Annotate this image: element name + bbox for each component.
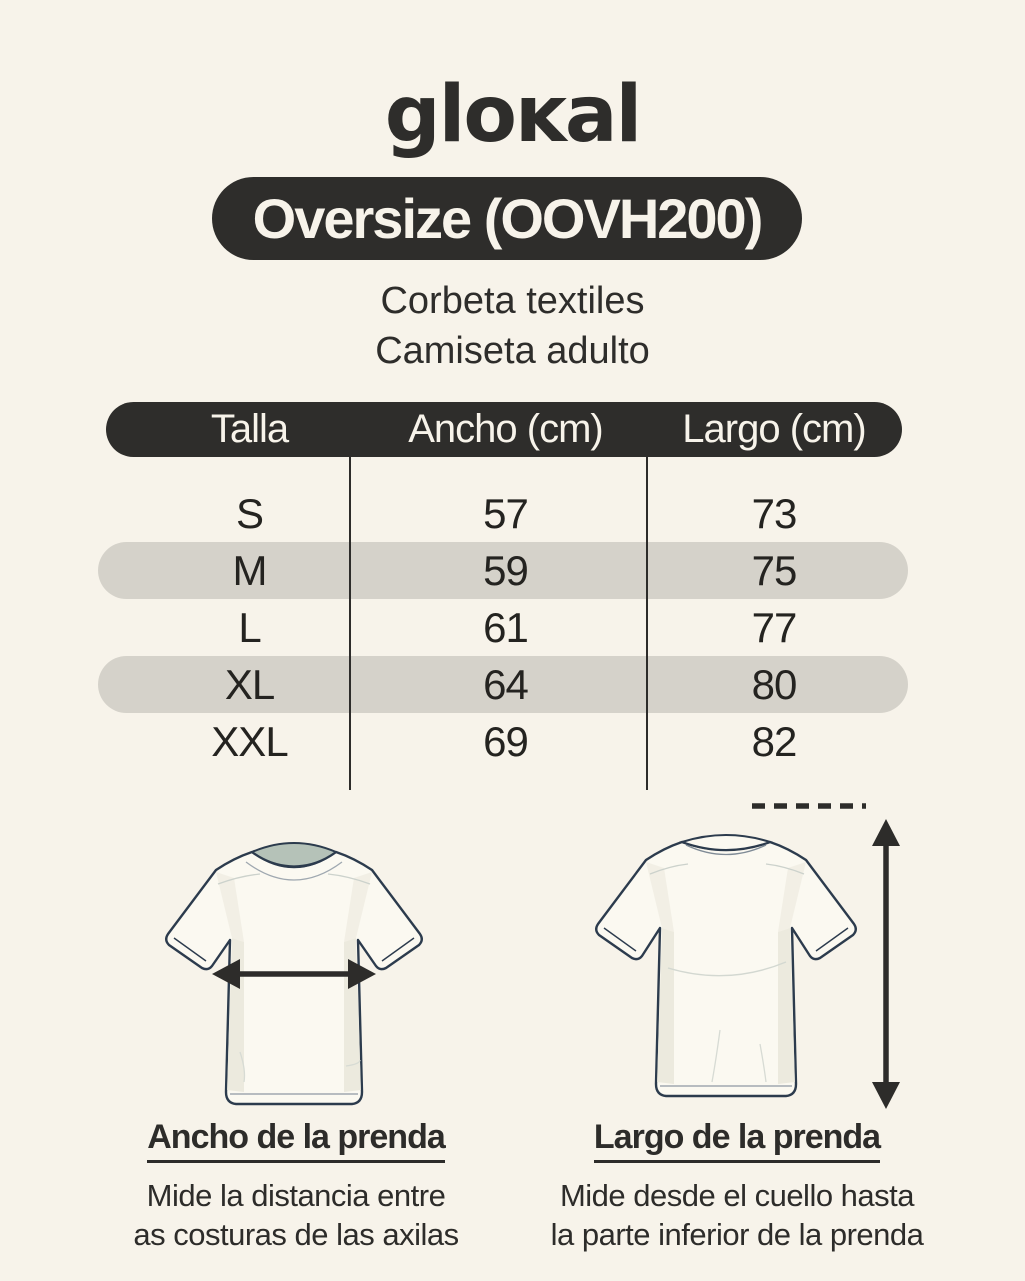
size-value: S xyxy=(235,489,264,537)
product-subtitle: Corbeta textiles Camiseta adulto xyxy=(0,276,1025,376)
size-table-header: Talla Ancho (cm) Largo (cm) xyxy=(106,402,902,457)
column-divider xyxy=(349,457,351,790)
length-value: 80 xyxy=(751,660,798,708)
product-badge: Oversize (OOVH200) xyxy=(212,177,802,260)
length-guide-text-line1: Mide desde el cuello hasta xyxy=(559,1178,915,1213)
size-value: L xyxy=(238,603,261,651)
size-table-body: S 57 73 M 59 75 L 61 77 XL 64 80 XXL 69 xyxy=(98,485,908,770)
table-row-xxl: XXL 69 82 xyxy=(106,713,902,770)
length-value: 77 xyxy=(751,603,798,651)
width-arrow-icon xyxy=(212,959,376,989)
length-value: 82 xyxy=(751,717,798,765)
tshirt-back-icon xyxy=(595,834,857,1098)
table-row-m: M 59 75 xyxy=(98,542,908,599)
column-header-ancho: Ancho (cm) xyxy=(408,407,604,451)
table-row-s: S 57 73 xyxy=(106,485,902,542)
size-value: XL xyxy=(224,660,275,708)
subtitle-line-2: Camiseta adulto xyxy=(375,330,650,372)
length-guide-caption: Largo de la prenda Mide desde el cuello … xyxy=(528,1118,946,1254)
length-arrow-icon xyxy=(872,819,900,1109)
column-divider xyxy=(646,457,648,790)
width-value: 64 xyxy=(483,660,529,708)
width-value: 59 xyxy=(483,546,529,594)
width-guide-text-line1: Mide la distancia entre xyxy=(146,1178,446,1213)
size-value: M xyxy=(232,546,268,594)
neck-level-dashed-line xyxy=(752,803,866,809)
width-value: 61 xyxy=(483,603,529,651)
column-header-largo: Largo (cm) xyxy=(682,407,866,451)
width-value: 57 xyxy=(483,489,529,537)
width-guide-caption: Ancho de la prenda Mide la distancia ent… xyxy=(103,1118,489,1254)
column-header-talla: Talla xyxy=(210,407,289,451)
width-guide-heading: Ancho de la prenda xyxy=(147,1118,446,1163)
length-guide-text-line2: la parte inferior de la prenda xyxy=(550,1217,924,1252)
width-guide-text-line2: as costuras de las axilas xyxy=(133,1217,459,1252)
width-value: 69 xyxy=(483,717,529,765)
product-title: Oversize (OOVH200) xyxy=(252,187,764,250)
tshirt-front-icon xyxy=(165,842,423,1106)
size-table: Talla Ancho (cm) Largo (cm) S 57 73 M 59… xyxy=(98,402,908,790)
table-row-l: L 61 77 xyxy=(106,599,902,656)
length-guide-heading: Largo de la prenda xyxy=(593,1118,881,1163)
table-row-xl: XL 64 80 xyxy=(98,656,908,713)
brand-logo: gloĸal xyxy=(384,70,642,160)
length-value: 73 xyxy=(751,489,798,537)
subtitle-line-1: Corbeta textiles xyxy=(380,280,645,322)
size-value: XXL xyxy=(211,717,288,765)
length-value: 75 xyxy=(751,546,798,594)
